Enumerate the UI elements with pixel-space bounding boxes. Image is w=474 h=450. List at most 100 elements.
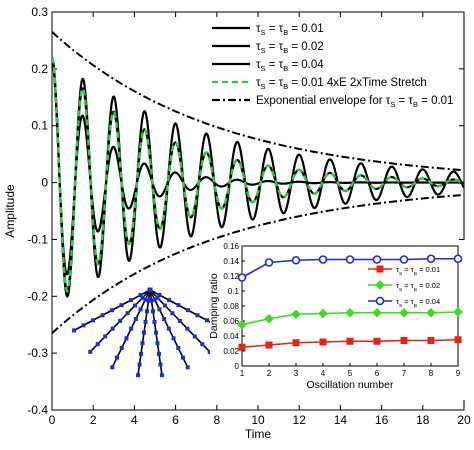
fan-node bbox=[138, 307, 143, 312]
x-tick-label: 14 bbox=[334, 413, 348, 427]
y-tick-label: 0.1 bbox=[31, 119, 48, 133]
inset-y-tick-label: 0.16 bbox=[223, 242, 239, 251]
fan-node bbox=[149, 298, 154, 303]
fan-node bbox=[207, 349, 212, 354]
fan-pivot bbox=[147, 287, 153, 293]
y-tick-label: -0.1 bbox=[27, 232, 48, 246]
fan-node bbox=[139, 351, 144, 356]
fan-node bbox=[125, 311, 130, 316]
fan-node bbox=[133, 316, 138, 321]
y-tick-label: 0 bbox=[41, 176, 48, 190]
main-plot: 0 2 4 6 8 10 12 14 16 18 20-0.4-0.3-0.2-0.100.10.2… bbox=[3, 5, 471, 441]
inset-point bbox=[345, 308, 355, 318]
fan-node bbox=[156, 351, 161, 356]
fan-node bbox=[159, 373, 164, 378]
inset-y-tick-label: 0.04 bbox=[223, 332, 239, 341]
fan-node bbox=[153, 330, 158, 335]
legend-label: τS = τB = 0.02 bbox=[256, 41, 324, 55]
inset-point bbox=[345, 255, 355, 264]
fan-node bbox=[166, 298, 171, 303]
fan-node bbox=[115, 355, 120, 360]
x-tick-label: 2 bbox=[90, 413, 97, 427]
inset-x-tick-label: 5 bbox=[348, 369, 353, 378]
fan-node bbox=[204, 318, 209, 323]
fan-node bbox=[119, 345, 124, 350]
fan-node bbox=[155, 295, 160, 300]
inset-legend: τS = τB = 0.01 τS = τB = 0.02 τS = τB = 0.… bbox=[368, 265, 440, 309]
inset-point bbox=[453, 254, 463, 264]
fan-node bbox=[95, 342, 100, 347]
inset-y-axis-label: Damping ratio bbox=[208, 273, 220, 339]
envelope-lower bbox=[52, 193, 464, 334]
x-tick-label: 0 bbox=[49, 413, 56, 427]
inset-point bbox=[372, 308, 382, 318]
fan-node bbox=[157, 293, 162, 298]
inset-legend-marker bbox=[376, 265, 384, 273]
envelope-upper bbox=[52, 31, 464, 172]
fan-node bbox=[138, 293, 143, 298]
inset-point bbox=[372, 255, 382, 264]
inset-point bbox=[318, 255, 328, 264]
fan-node bbox=[143, 297, 148, 302]
inset-point bbox=[399, 308, 409, 318]
fan-node bbox=[91, 318, 96, 323]
x-tick-label: 18 bbox=[416, 413, 430, 427]
inset-point bbox=[238, 343, 246, 351]
inset-background bbox=[210, 240, 466, 400]
inset-point bbox=[291, 255, 301, 265]
fan-node bbox=[150, 309, 155, 314]
fan-node bbox=[103, 334, 108, 339]
fan-node bbox=[110, 365, 115, 370]
x-tick-label: 16 bbox=[375, 413, 389, 427]
fan-node bbox=[146, 298, 151, 303]
fan-node bbox=[157, 307, 162, 312]
inset-x-tick-label: 1 bbox=[240, 369, 245, 378]
inset-y-tick-label: 0.1 bbox=[228, 287, 240, 296]
fan-node bbox=[81, 323, 86, 328]
inset-y-tick-label: 0.14 bbox=[223, 257, 239, 266]
inset-legend-label: τS = τB = 0.02 bbox=[396, 281, 440, 293]
fan-node bbox=[145, 309, 150, 314]
fan-node bbox=[185, 365, 190, 370]
inset-point bbox=[237, 273, 247, 282]
x-axis-label: Time bbox=[245, 427, 272, 441]
inset-x-tick-label: 2 bbox=[267, 369, 272, 378]
legend-label: τS = τB = 0.01 bbox=[256, 23, 324, 37]
fan-node bbox=[185, 326, 190, 331]
fan-node bbox=[171, 336, 176, 341]
fan-node bbox=[133, 303, 138, 308]
inset-point bbox=[291, 309, 301, 319]
x-tick-label: 4 bbox=[131, 413, 138, 427]
fan-node bbox=[177, 318, 182, 323]
inset-y-tick-label: 0.06 bbox=[223, 317, 239, 326]
y-axis-label: Amplitude bbox=[3, 184, 17, 238]
fan-node bbox=[195, 313, 200, 318]
x-tick-label: 10 bbox=[251, 413, 265, 427]
fan-node bbox=[185, 308, 190, 313]
y-tick-label: -0.4 bbox=[27, 403, 48, 417]
fan-node bbox=[143, 319, 148, 324]
fan-node bbox=[142, 330, 147, 335]
fan-node bbox=[170, 311, 175, 316]
inset-point bbox=[237, 320, 247, 330]
inset-x-tick-label: 6 bbox=[375, 369, 380, 378]
inset-legend-marker bbox=[375, 296, 385, 306]
inset-point bbox=[427, 337, 435, 344]
inset-y-tick-label: 0.12 bbox=[223, 272, 239, 281]
legend-label: τS = τB = 0.04 bbox=[256, 59, 324, 73]
inset-x-tick-label: 3 bbox=[294, 369, 299, 378]
inset-point bbox=[265, 341, 273, 349]
inset-point bbox=[373, 337, 381, 345]
inset-point bbox=[399, 255, 409, 264]
inset-legend-label: τS = τB = 0.04 bbox=[396, 297, 440, 309]
fan-node bbox=[137, 362, 142, 367]
inset-x-tick-label: 4 bbox=[321, 369, 326, 378]
inset-x-tick-label: 7 bbox=[402, 369, 407, 378]
inset-legend-marker bbox=[375, 280, 385, 290]
inset-point bbox=[264, 258, 274, 267]
x-tick-label: 6 bbox=[172, 413, 179, 427]
inset-point bbox=[400, 337, 408, 344]
fan-node bbox=[166, 326, 171, 331]
